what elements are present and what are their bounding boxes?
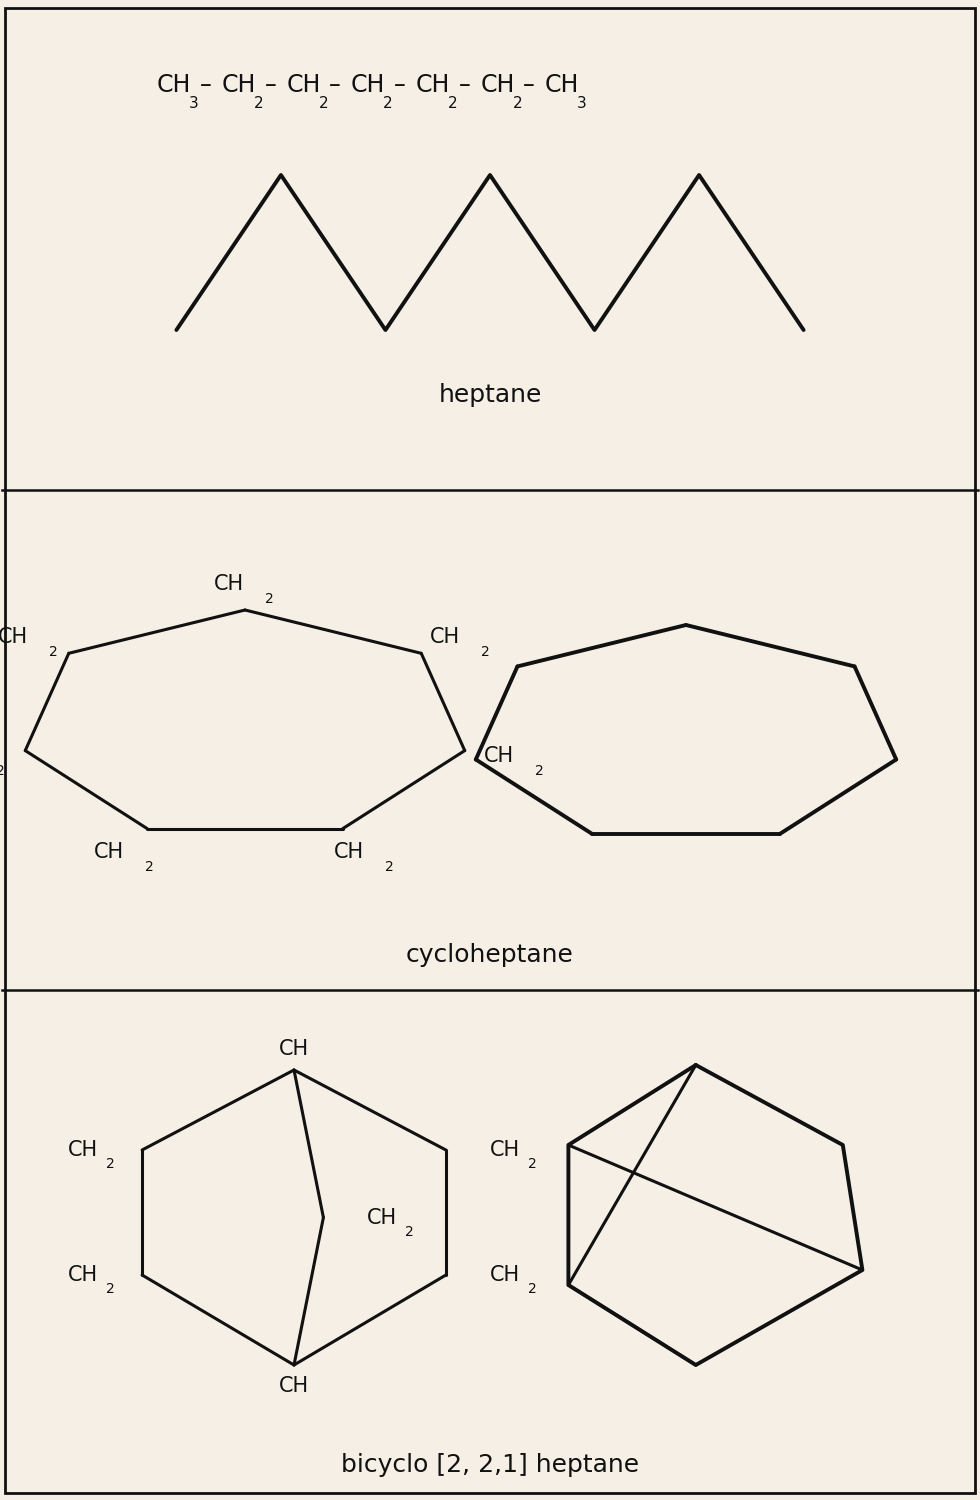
Text: CH: CH	[221, 74, 256, 98]
Text: 2: 2	[254, 96, 264, 111]
Text: CH: CH	[416, 74, 450, 98]
Text: 2: 2	[448, 96, 458, 111]
Text: –: –	[523, 74, 535, 98]
Text: CH: CH	[0, 627, 28, 646]
Text: 2: 2	[513, 96, 522, 111]
Text: CH: CH	[351, 74, 385, 98]
Text: CH: CH	[484, 747, 514, 766]
Text: cycloheptane: cycloheptane	[406, 944, 574, 968]
Text: 2: 2	[145, 859, 154, 874]
Text: 2: 2	[0, 765, 5, 778]
Text: 2: 2	[49, 645, 58, 658]
Text: 2: 2	[266, 592, 273, 606]
Text: –: –	[265, 74, 276, 98]
Text: heptane: heptane	[438, 382, 542, 406]
Text: CH: CH	[215, 574, 244, 594]
Text: –: –	[200, 74, 212, 98]
Text: 2: 2	[528, 1282, 536, 1296]
Text: 2: 2	[534, 765, 543, 778]
Text: CH: CH	[279, 1376, 309, 1396]
Text: CH: CH	[157, 74, 191, 98]
Text: CH: CH	[490, 1140, 519, 1160]
Text: 2: 2	[107, 1156, 115, 1172]
Text: CH: CH	[69, 1264, 98, 1286]
Text: 2: 2	[383, 96, 393, 111]
Text: 3: 3	[577, 96, 587, 111]
Text: CH: CH	[545, 74, 579, 98]
Text: CH: CH	[490, 1264, 519, 1286]
Text: CH: CH	[69, 1140, 98, 1160]
Text: bicyclo [2, 2,1] heptane: bicyclo [2, 2,1] heptane	[341, 1454, 639, 1478]
Text: –: –	[459, 74, 470, 98]
Text: CH: CH	[480, 74, 514, 98]
Text: 2: 2	[528, 1156, 536, 1172]
Text: –: –	[394, 74, 406, 98]
Text: 3: 3	[189, 96, 199, 111]
Text: CH: CH	[334, 842, 365, 862]
Text: CH: CH	[430, 627, 461, 646]
Text: CH: CH	[94, 842, 124, 862]
Text: 2: 2	[385, 859, 394, 874]
Text: 2: 2	[318, 96, 328, 111]
Text: CH: CH	[368, 1208, 397, 1227]
Text: –: –	[329, 74, 341, 98]
Text: CH: CH	[279, 1040, 309, 1059]
Text: 2: 2	[406, 1224, 414, 1239]
Text: CH: CH	[286, 74, 320, 98]
Text: 2: 2	[107, 1282, 115, 1296]
Text: 2: 2	[481, 645, 490, 658]
